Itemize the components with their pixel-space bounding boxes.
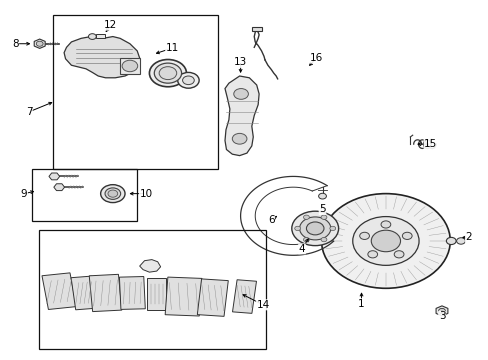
- Circle shape: [299, 217, 330, 240]
- Circle shape: [108, 190, 118, 197]
- Circle shape: [122, 60, 138, 72]
- Circle shape: [456, 238, 465, 244]
- Polygon shape: [165, 277, 202, 316]
- Polygon shape: [197, 279, 228, 316]
- Circle shape: [233, 89, 248, 99]
- Polygon shape: [42, 273, 76, 310]
- Text: 12: 12: [103, 20, 117, 30]
- Circle shape: [380, 221, 390, 228]
- Circle shape: [438, 309, 445, 314]
- Polygon shape: [89, 274, 122, 312]
- Circle shape: [177, 72, 199, 88]
- Polygon shape: [49, 173, 60, 180]
- Text: 3: 3: [438, 311, 445, 321]
- Polygon shape: [34, 39, 45, 48]
- Circle shape: [393, 251, 403, 258]
- Text: 7: 7: [25, 107, 32, 117]
- Text: 13: 13: [233, 57, 247, 67]
- Text: 11: 11: [165, 43, 179, 53]
- Text: 14: 14: [256, 300, 269, 310]
- Bar: [32, 169, 137, 221]
- Circle shape: [367, 251, 377, 258]
- Circle shape: [318, 193, 326, 199]
- Polygon shape: [435, 306, 447, 316]
- Polygon shape: [147, 278, 166, 310]
- Text: 1: 1: [358, 299, 364, 309]
- Circle shape: [370, 230, 400, 252]
- Circle shape: [402, 232, 411, 239]
- Polygon shape: [64, 37, 140, 78]
- Text: 16: 16: [309, 53, 323, 63]
- Circle shape: [159, 67, 176, 80]
- Bar: [251, 27, 261, 31]
- Polygon shape: [224, 76, 259, 156]
- Circle shape: [291, 211, 338, 246]
- Circle shape: [352, 217, 418, 265]
- Circle shape: [182, 76, 194, 85]
- Text: 2: 2: [465, 232, 471, 242]
- Text: 9: 9: [21, 189, 27, 199]
- Bar: [120, 58, 140, 74]
- Circle shape: [446, 237, 455, 244]
- Circle shape: [321, 215, 326, 219]
- Polygon shape: [232, 280, 256, 313]
- Circle shape: [359, 232, 369, 239]
- Circle shape: [321, 238, 326, 242]
- Text: 6: 6: [267, 215, 274, 225]
- Bar: [96, 35, 104, 38]
- Text: 10: 10: [139, 189, 152, 199]
- Polygon shape: [71, 276, 96, 310]
- Circle shape: [101, 185, 125, 203]
- Circle shape: [154, 63, 181, 83]
- Polygon shape: [54, 184, 64, 190]
- Text: 15: 15: [423, 139, 436, 149]
- Polygon shape: [119, 276, 145, 309]
- Circle shape: [303, 215, 309, 219]
- Bar: [53, 15, 217, 169]
- Circle shape: [36, 41, 43, 46]
- Circle shape: [232, 134, 246, 144]
- Text: 8: 8: [12, 39, 19, 49]
- Circle shape: [306, 222, 324, 235]
- Circle shape: [105, 188, 121, 199]
- Text: 5: 5: [319, 204, 325, 215]
- Circle shape: [149, 59, 186, 87]
- Circle shape: [88, 34, 96, 40]
- Circle shape: [294, 226, 300, 230]
- Bar: [39, 230, 266, 348]
- Text: 4: 4: [298, 244, 305, 254]
- Polygon shape: [140, 260, 160, 272]
- Circle shape: [329, 226, 335, 230]
- Circle shape: [321, 194, 449, 288]
- Circle shape: [303, 238, 309, 242]
